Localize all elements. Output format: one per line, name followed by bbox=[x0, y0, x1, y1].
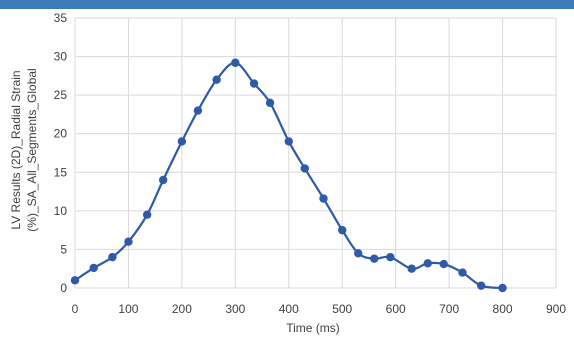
x-tick-label: 0 bbox=[72, 302, 79, 316]
data-point bbox=[89, 263, 98, 273]
data-point bbox=[458, 268, 467, 277]
x-tick-label: 400 bbox=[279, 302, 299, 316]
x-tick-label: 800 bbox=[493, 302, 513, 316]
data-point bbox=[284, 137, 293, 146]
data-point bbox=[386, 252, 395, 262]
y-axis-title: LV Results (2D)_Radial Strain (%)_SA_All… bbox=[9, 68, 39, 231]
y-tick-label: 0 bbox=[60, 281, 67, 295]
data-point bbox=[300, 164, 310, 173]
data-point bbox=[193, 106, 203, 115]
y-tick-label: 25 bbox=[54, 88, 68, 102]
y-tick-label: 20 bbox=[54, 127, 68, 141]
x-tick-label: 900 bbox=[546, 302, 566, 316]
y-tick-label: 15 bbox=[54, 165, 68, 179]
data-point bbox=[407, 264, 416, 273]
y-tick-label: 35 bbox=[54, 11, 68, 25]
data-point bbox=[498, 283, 507, 293]
data-point bbox=[338, 225, 347, 235]
top-accent-bar bbox=[0, 0, 574, 9]
data-point bbox=[476, 281, 486, 290]
x-tick-label: 600 bbox=[386, 302, 406, 316]
data-point bbox=[354, 249, 363, 258]
x-tick-label: 200 bbox=[172, 302, 192, 316]
data-point bbox=[158, 175, 168, 185]
y-axis-tick-labels: 0 5 10 15 20 25 30 35 bbox=[54, 11, 68, 295]
data-point bbox=[70, 276, 80, 285]
data-point bbox=[231, 58, 240, 67]
y-tick-label: 30 bbox=[54, 50, 68, 64]
data-point bbox=[439, 259, 448, 269]
data-point bbox=[319, 194, 328, 203]
y-tick-label: 5 bbox=[60, 242, 67, 256]
data-point bbox=[370, 254, 379, 263]
series-points-layer bbox=[70, 58, 507, 293]
data-point bbox=[423, 259, 432, 268]
x-tick-label: 500 bbox=[332, 302, 352, 316]
y-axis-title-line-1: LV Results (2D)_Radial Strain bbox=[9, 70, 23, 229]
y-tick-label: 10 bbox=[54, 204, 68, 218]
data-point bbox=[124, 237, 133, 246]
data-point bbox=[265, 98, 275, 108]
x-tick-label: 700 bbox=[439, 302, 459, 316]
data-point bbox=[108, 252, 117, 262]
y-axis-title-line-2: (%)_SA_All_Segments_Global bbox=[25, 68, 39, 231]
x-tick-label: 100 bbox=[118, 302, 138, 316]
gridlines bbox=[74, 17, 557, 289]
data-point bbox=[142, 210, 152, 219]
x-axis-tick-labels: 0 100 200 300 400 500 600 700 800 900 bbox=[72, 302, 567, 316]
x-tick-label: 300 bbox=[225, 302, 245, 316]
data-point bbox=[249, 79, 259, 88]
data-point bbox=[212, 75, 221, 84]
x-axis-title: Time (ms) bbox=[286, 321, 340, 335]
data-point bbox=[177, 137, 187, 146]
